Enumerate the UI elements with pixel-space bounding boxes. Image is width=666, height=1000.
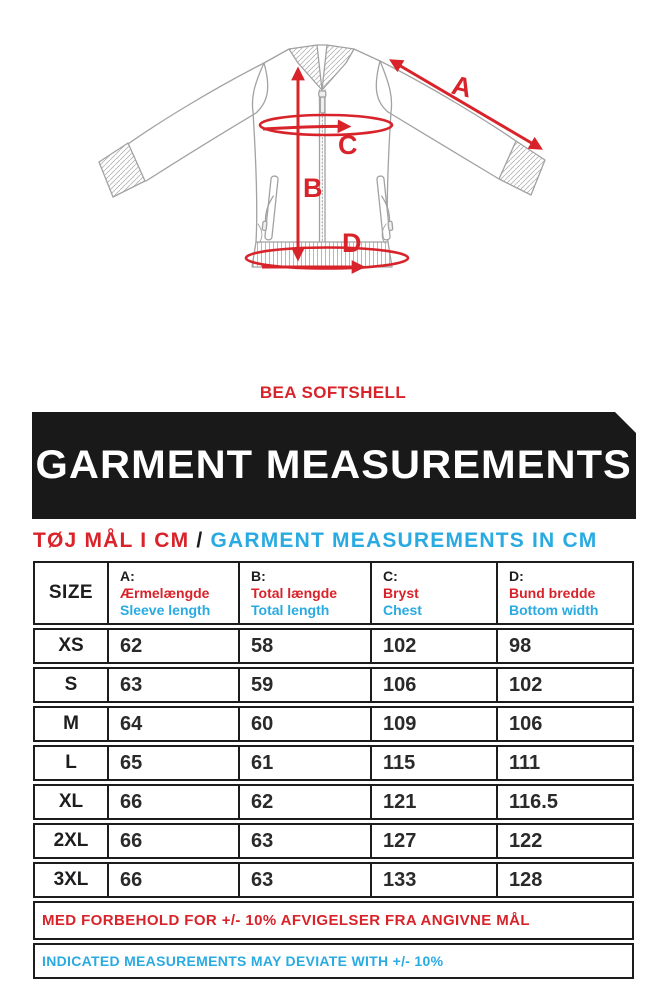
garment-measurements-banner: GARMENT MEASUREMENTS: [32, 412, 636, 519]
measurement-table: SIZE A: Ærmelængde Sleeve length B: Tota…: [33, 561, 634, 982]
arrow-c: [262, 119, 352, 134]
subheading-separator: /: [189, 529, 211, 552]
table-row: 2XL 66 63 127 122: [33, 823, 634, 859]
label-c: C: [338, 130, 358, 160]
header-size: SIZE: [35, 563, 109, 623]
zipper-pull: [318, 90, 327, 98]
product-title: BEA SOFTSHELL: [259, 383, 407, 402]
right-cuff: [498, 140, 546, 196]
arrow-a: [389, 59, 543, 150]
measurement-arrows: [244, 59, 543, 274]
table-row: L 65 61 115 111: [33, 745, 634, 781]
banner-title: GARMENT MEASUREMENTS: [35, 443, 633, 487]
header-col-c: C: Bryst Chest: [372, 563, 498, 623]
table-row: M 64 60 109 106: [33, 706, 634, 742]
left-cuff: [98, 142, 146, 198]
table-row: XL 66 62 121 116.5: [33, 784, 634, 820]
label-d: D: [342, 228, 362, 258]
header-col-a: A: Ærmelængde Sleeve length: [109, 563, 240, 623]
jacket-diagram-svg: A B C D: [98, 44, 546, 274]
table-row: XS 62 58 102 98: [33, 628, 634, 664]
header-col-b: B: Total længde Total length: [240, 563, 372, 623]
subheading-danish: TØJ MÅL I CM: [33, 529, 190, 552]
label-a: A: [449, 70, 475, 104]
left-pocket: [261, 175, 279, 241]
jacket-outline: [98, 44, 546, 268]
table-row: 3XL 66 63 133 128: [33, 862, 634, 898]
subheading-english: GARMENT MEASUREMENTS IN CM: [210, 529, 598, 552]
deviation-note-english: INDICATED MEASUREMENTS MAY DEVIATE WITH …: [33, 943, 634, 979]
chest-ellipse: [258, 113, 394, 137]
table-row: S 63 59 106 102: [33, 667, 634, 703]
collar-left: [288, 44, 323, 91]
deviation-note-danish: MED FORBEHOLD FOR +/- 10% AFVIGELSER FRA…: [33, 901, 634, 940]
table-subheading: TØJ MÅL I CM / GARMENT MEASUREMENTS IN C…: [33, 529, 636, 553]
jacket-measurement-diagram: A B C D: [0, 0, 666, 350]
hem-band: [251, 241, 393, 268]
table-header-row: SIZE A: Ærmelængde Sleeve length B: Tota…: [33, 561, 634, 625]
header-col-d: D: Bund bredde Bottom width: [509, 568, 599, 618]
collar-right: [321, 44, 355, 91]
right-pocket: [376, 175, 394, 241]
label-b: B: [303, 173, 323, 203]
